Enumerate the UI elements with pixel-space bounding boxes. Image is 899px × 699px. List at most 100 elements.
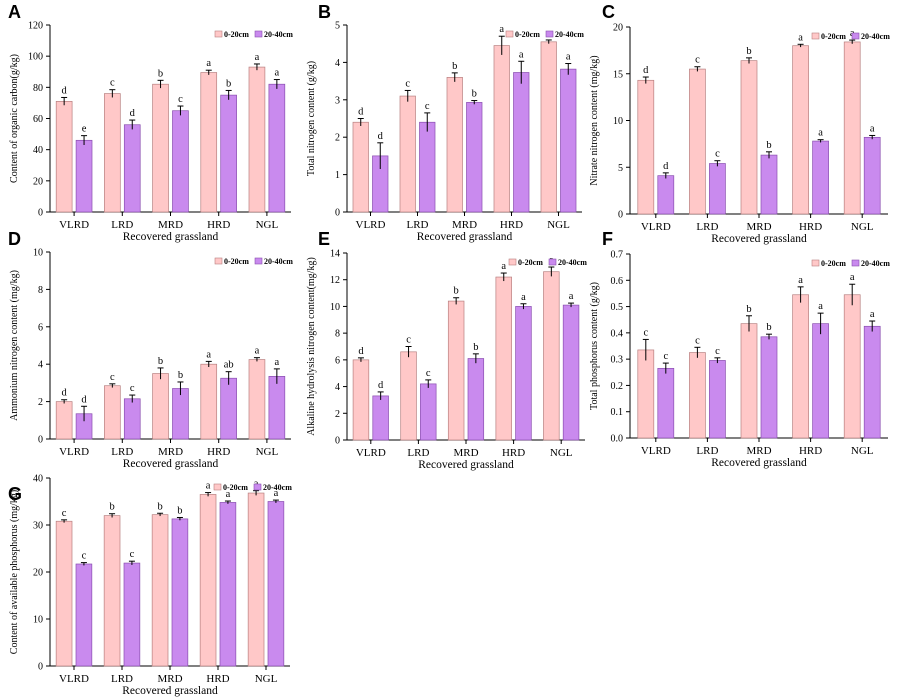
x-tick-label: NGL — [547, 219, 570, 231]
bar-0-20cm — [843, 294, 861, 439]
legend-swatch — [254, 30, 263, 38]
legend-label: 0-20cm — [821, 259, 846, 268]
x-tick-label: NGL — [255, 673, 278, 685]
y-tick-label: 10 — [330, 302, 340, 313]
y-tick-label: 0.0 — [611, 434, 624, 445]
bar-20-40cm — [513, 72, 530, 213]
bar-20-40cm — [75, 139, 93, 213]
y-tick-label: 30 — [33, 521, 43, 532]
y-tick-label: 0.7 — [611, 250, 624, 261]
legend-swatch — [213, 483, 222, 491]
bar-0-20cm — [152, 83, 169, 213]
x-tick-label: NGL — [851, 445, 874, 457]
x-tick-label: NGL — [851, 221, 874, 233]
significance-letter: c — [663, 351, 668, 362]
y-tick-label: 60 — [33, 114, 43, 125]
bar-0-20cm — [200, 363, 218, 440]
x-tick-label: HRD — [799, 445, 822, 457]
significance-letter: a — [519, 49, 524, 60]
x-tick-label: VLRD — [356, 447, 386, 459]
x-tick-label: LRD — [111, 673, 133, 685]
y-tick-label: 14 — [330, 249, 340, 260]
legend-label: 20-40cm — [558, 258, 587, 267]
chart-panel-b: B012345VLRDddLRDccMRDbbHRDaaNGLaaRecover… — [306, 2, 584, 243]
significance-letter: a — [206, 349, 211, 360]
bar-0-20cm — [55, 101, 73, 213]
y-tick-label: 3 — [335, 95, 340, 106]
bar-20-40cm — [172, 388, 189, 440]
bar-20-40cm — [267, 501, 285, 667]
y-tick-label: 0 — [335, 208, 340, 219]
legend: 0-20cm 20-40cm — [214, 30, 293, 39]
x-tick-label: LRD — [407, 219, 429, 231]
significance-letter: d — [378, 380, 384, 391]
y-tick-label: 0 — [618, 210, 623, 221]
x-tick-label: VLRD — [356, 219, 386, 231]
bar-20-40cm — [515, 306, 532, 441]
legend: 0-20cm 20-40cm — [214, 257, 293, 266]
panel-label: E — [318, 229, 330, 249]
significance-letter: a — [798, 275, 803, 286]
significance-letter: d — [81, 394, 87, 405]
significance-letter: c — [178, 94, 183, 105]
x-tick-label: MRD — [158, 219, 183, 231]
significance-letter: a — [501, 261, 506, 272]
significance-letter: c — [643, 327, 648, 338]
bar-0-20cm — [247, 492, 265, 667]
significance-letter: a — [499, 24, 504, 35]
y-tick-label: 0.3 — [611, 355, 624, 366]
y-tick-label: 6 — [38, 322, 43, 333]
bar-0-20cm — [447, 300, 465, 441]
bar-20-40cm — [123, 398, 141, 440]
significance-letter: d — [62, 85, 68, 96]
significance-letter: a — [255, 346, 260, 357]
y-tick-label: 0 — [38, 435, 43, 446]
x-tick-label: MRD — [158, 446, 183, 458]
bar-0-20cm — [493, 45, 510, 213]
significance-letter: b — [158, 356, 163, 367]
legend-swatch — [545, 30, 554, 38]
legend-swatch — [253, 483, 262, 491]
legend-swatch — [214, 257, 223, 265]
bar-0-20cm — [740, 60, 758, 215]
significance-letter: a — [569, 291, 574, 302]
legend-label: 20-40cm — [861, 259, 890, 268]
bar-20-40cm — [467, 358, 485, 441]
significance-letter: d — [663, 161, 669, 172]
bar-0-20cm — [151, 514, 169, 667]
significance-letter: d — [378, 131, 384, 142]
significance-letter: d — [358, 346, 364, 357]
x-tick-label: LRD — [111, 446, 133, 458]
legend-swatch — [851, 259, 860, 267]
significance-letter: c — [425, 101, 430, 112]
significance-letter: b — [226, 78, 231, 89]
y-tick-label: 2 — [38, 397, 43, 408]
x-tick-label: HRD — [500, 219, 523, 231]
chart-panel-d: D 0 2 4 6 8 10 VLRD d d LRD c c MRD b b HRD a ab NGL a a Recov… — [8, 229, 293, 470]
significance-letter: c — [695, 55, 700, 66]
panel-label: B — [318, 2, 331, 22]
y-tick-label: 5 — [335, 21, 340, 32]
significance-letter: a — [206, 58, 211, 69]
bar-0-20cm — [199, 494, 217, 667]
significance-letter: c — [110, 78, 115, 89]
significance-letter: a — [226, 489, 231, 500]
bar-0-20cm — [352, 121, 369, 213]
legend-label: 0-20cm — [515, 30, 540, 39]
significance-letter: a — [850, 272, 855, 283]
chart-panel-f: F 0.0 0.1 0.2 0.3 0.4 0.5 0.6 0.7 VLRD c c LRD c c MRD b… — [589, 229, 890, 469]
panel-label: A — [8, 2, 21, 22]
significance-letter: c — [426, 368, 431, 379]
significance-letter: c — [82, 551, 87, 562]
bar-20-40cm — [220, 377, 237, 440]
significance-letter: c — [715, 346, 720, 357]
legend-label: 20-40cm — [861, 32, 890, 41]
y-tick-label: 20 — [33, 568, 43, 579]
y-tick-label: 5 — [618, 163, 623, 174]
bar-20-40cm — [172, 110, 189, 213]
legend-label: 0-20cm — [518, 258, 543, 267]
legend: 0-20cm 20-40cm — [505, 30, 584, 39]
y-tick-label: 15 — [613, 69, 623, 80]
x-axis-label: Recovered grassland — [711, 457, 807, 469]
bar-20-40cm — [812, 140, 829, 215]
